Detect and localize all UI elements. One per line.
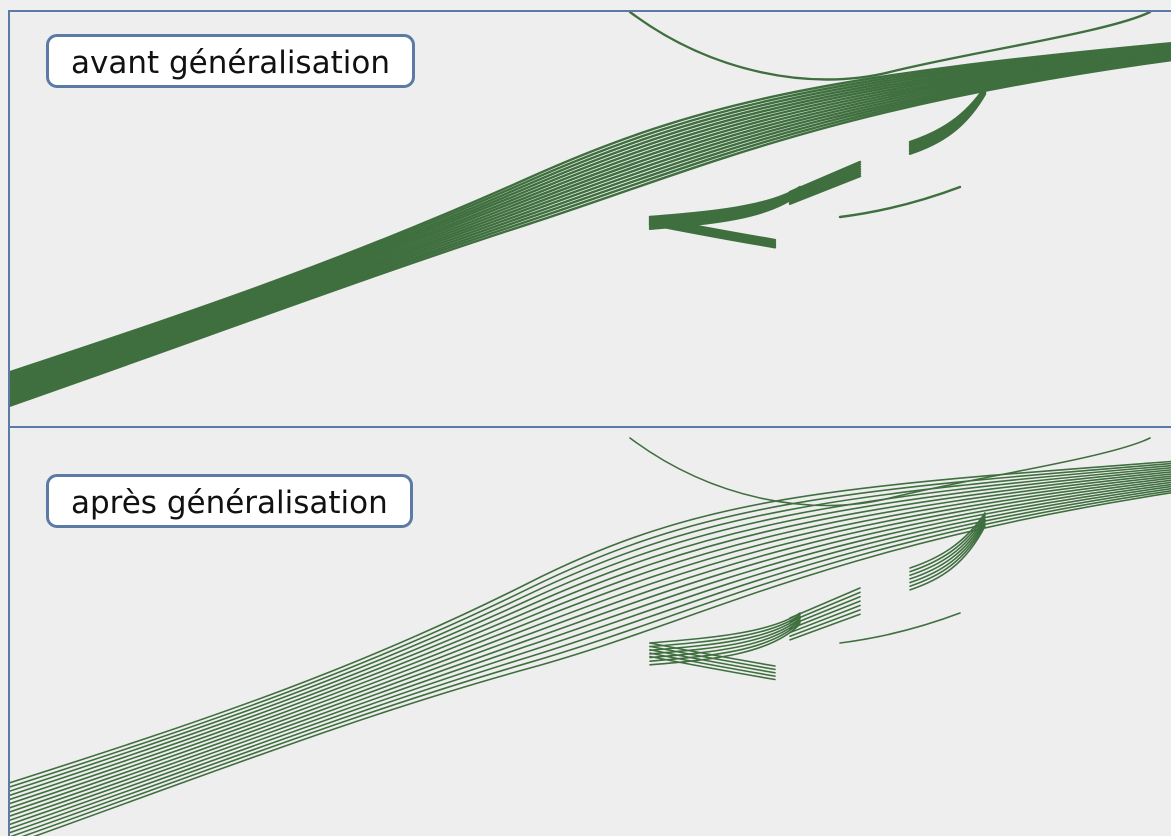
track-line — [10, 48, 1171, 387]
track-line — [10, 49, 1171, 389]
track-line — [10, 475, 1171, 813]
siding-line — [649, 621, 801, 662]
track-line — [10, 46, 1171, 383]
track-line — [10, 462, 1171, 788]
track-line — [10, 55, 1171, 401]
track-line — [10, 53, 1171, 396]
track-line — [10, 481, 1171, 826]
track-line — [10, 51, 1171, 392]
siding-line — [909, 512, 986, 569]
siding-line — [649, 652, 776, 677]
siding-line — [789, 613, 861, 641]
track-line — [10, 473, 1171, 809]
siding-line — [788, 174, 862, 205]
siding-line — [788, 167, 862, 200]
siding-line — [909, 518, 986, 580]
siding-line — [788, 172, 862, 203]
track-line — [10, 47, 1171, 385]
track-line — [10, 471, 1171, 805]
siding-line — [649, 617, 801, 655]
siding-line — [648, 217, 777, 244]
track-line — [10, 487, 1171, 836]
siding-line — [909, 516, 986, 577]
track-line — [10, 477, 1171, 817]
loop-track-line — [629, 437, 1151, 507]
track-line — [10, 57, 1171, 405]
siding-line — [649, 619, 801, 659]
siding-line — [649, 612, 801, 644]
siding-line — [788, 165, 862, 198]
track-line — [10, 460, 1171, 784]
siding-line — [838, 185, 962, 219]
siding-line — [909, 523, 986, 587]
siding-line — [648, 185, 802, 219]
loop-track-line — [628, 12, 1152, 81]
siding-line — [649, 642, 776, 667]
siding-line — [649, 623, 801, 666]
siding-line — [648, 215, 777, 242]
track-line — [10, 464, 1171, 792]
siding-line — [789, 595, 861, 627]
siding-line — [648, 187, 802, 223]
track-line — [10, 56, 1171, 403]
siding-line — [839, 612, 961, 644]
track-line — [10, 479, 1171, 821]
siding-line — [909, 525, 986, 591]
siding-line — [909, 520, 986, 584]
siding-line — [649, 614, 801, 648]
track-line — [10, 483, 1171, 830]
track-line — [10, 44, 1171, 378]
track-line — [33, 492, 1171, 836]
siding-line — [789, 591, 861, 623]
before-tracks — [10, 12, 1171, 407]
track-line — [10, 42, 1171, 374]
before-label: avant généralisation — [46, 34, 415, 88]
track-line — [10, 43, 1171, 376]
track-line — [10, 45, 1171, 380]
before-map-panel: avant généralisation — [8, 10, 1171, 428]
siding-line — [649, 645, 776, 671]
track-line — [10, 52, 1171, 394]
siding-line — [909, 514, 986, 573]
siding-line — [789, 609, 861, 637]
siding-line — [789, 600, 861, 630]
siding-line — [908, 92, 987, 155]
after-label: après généralisation — [46, 474, 413, 528]
track-line — [10, 469, 1171, 801]
siding-line — [648, 223, 777, 249]
after-tracks — [10, 437, 1171, 836]
siding-line — [648, 221, 777, 247]
siding-line — [649, 655, 776, 681]
siding-line — [789, 604, 861, 634]
siding-line — [788, 163, 862, 196]
track-line — [21, 489, 1171, 836]
siding-line — [649, 615, 801, 652]
siding-line — [648, 186, 802, 221]
track-line — [10, 58, 1171, 407]
track-line — [10, 466, 1171, 796]
track-line — [10, 54, 1171, 398]
after-map-panel: après généralisation — [8, 428, 1171, 836]
siding-line — [788, 170, 862, 202]
siding-line — [648, 219, 777, 245]
siding-line — [789, 587, 861, 619]
siding-line — [649, 648, 776, 674]
track-line — [10, 485, 1171, 834]
siding-line — [788, 160, 862, 194]
